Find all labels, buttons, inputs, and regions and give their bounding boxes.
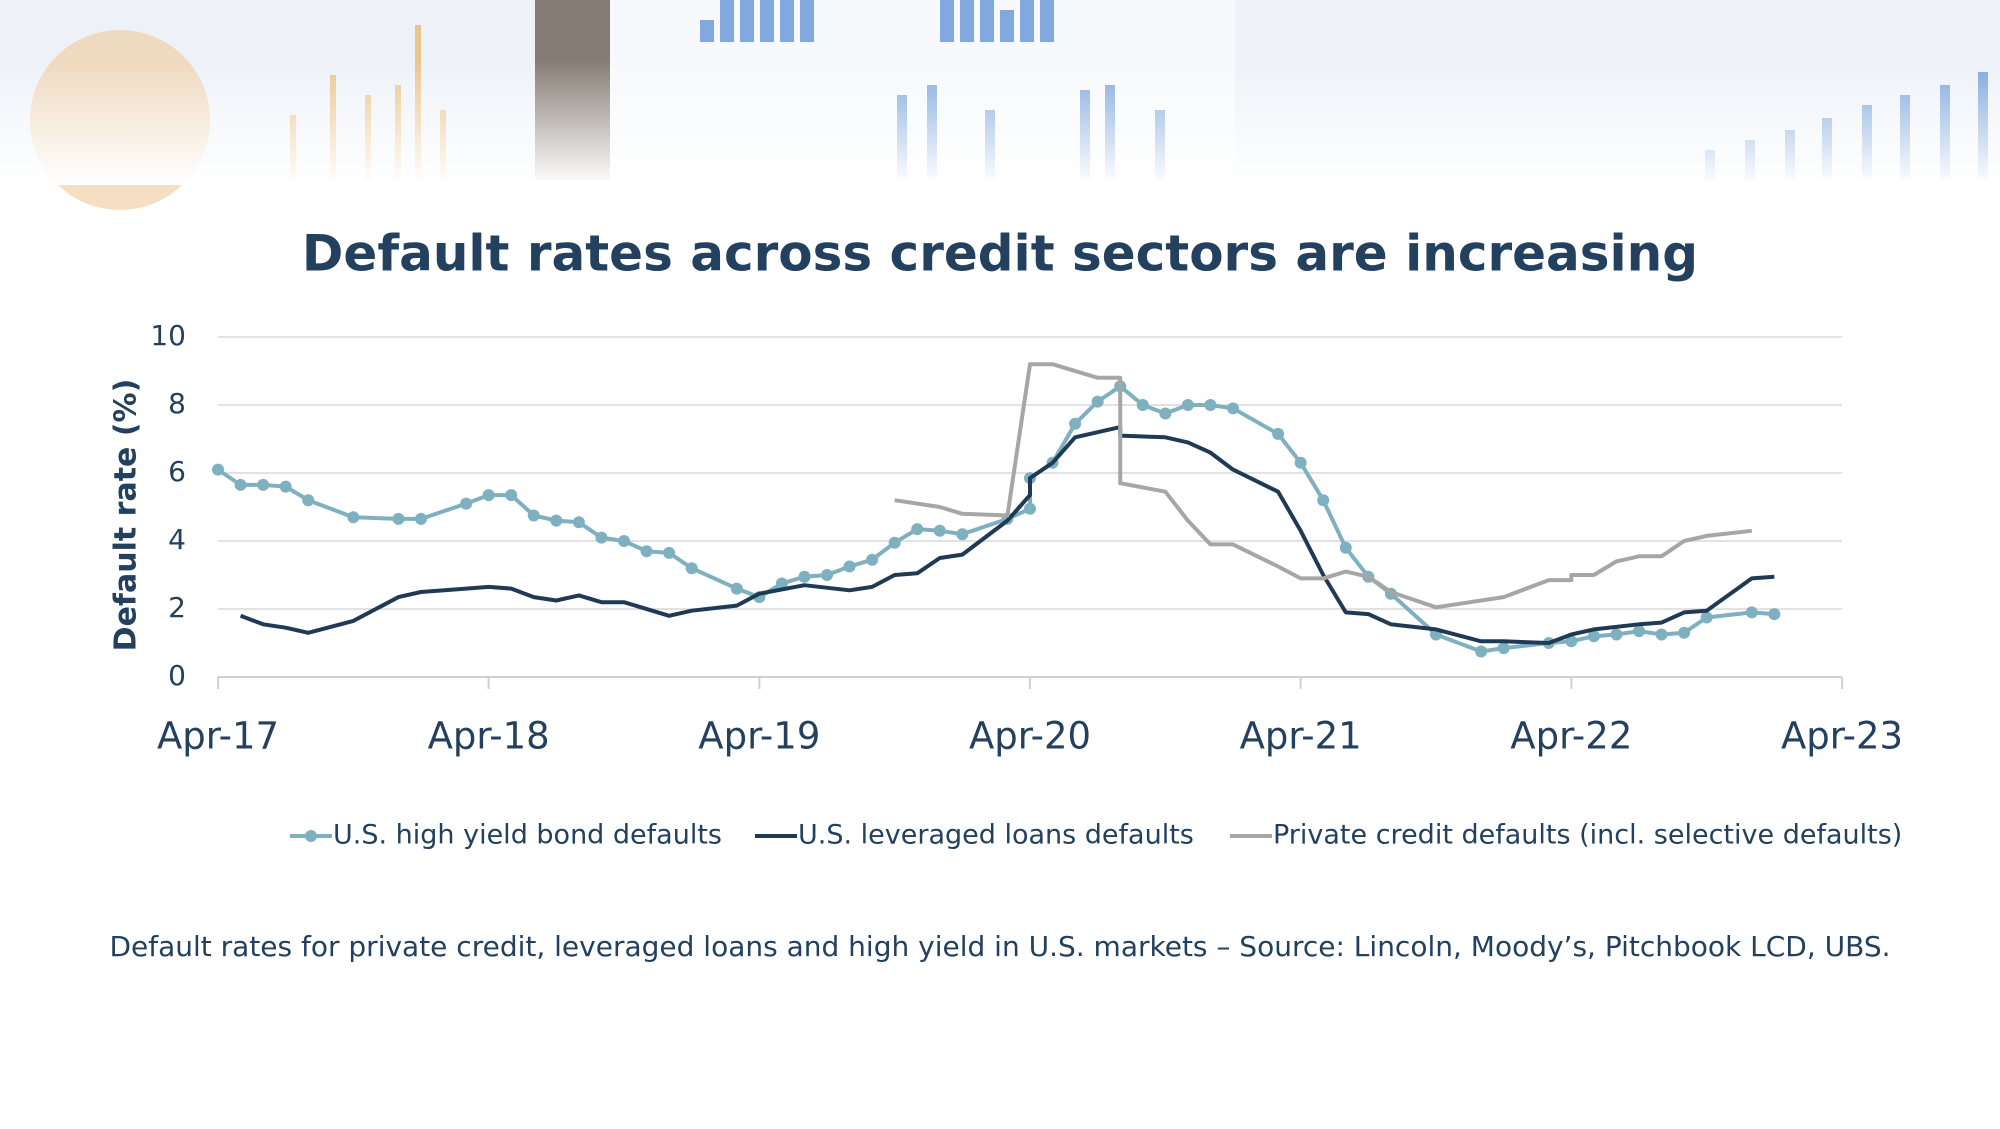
point [1227, 402, 1239, 415]
point [279, 480, 292, 493]
point [1610, 628, 1623, 641]
caption: Default rates for private credit, levera… [109, 930, 1890, 963]
y-tick-label: 4 [168, 523, 186, 556]
point [1091, 395, 1104, 408]
legend-label: U.S. leveraged loans defaults [798, 820, 1194, 851]
point [302, 494, 315, 507]
point [234, 478, 247, 491]
point [1700, 611, 1713, 624]
chart-title: Default rates across credit sectors are … [302, 225, 1698, 283]
point [1633, 625, 1645, 638]
point [843, 560, 856, 573]
point [595, 531, 608, 544]
point [505, 489, 518, 502]
y-tick-label: 2 [168, 591, 186, 624]
point [1475, 645, 1488, 658]
point [1587, 630, 1600, 643]
point [1745, 606, 1758, 619]
point [685, 562, 698, 575]
point [572, 516, 585, 529]
header-image [0, 0, 2000, 210]
point [1565, 635, 1578, 648]
series-line [894, 362, 1753, 610]
legend-marker [305, 830, 317, 842]
point [347, 511, 360, 524]
point [888, 536, 901, 549]
series-line [239, 425, 1775, 645]
x-tick-label: Apr-23 [1781, 715, 1903, 758]
point [257, 478, 270, 491]
point [1768, 608, 1781, 621]
point [775, 577, 788, 590]
y-axis-label: Default rate (%) [109, 379, 144, 652]
point [1317, 494, 1330, 507]
point [956, 528, 969, 541]
point [1294, 456, 1307, 469]
point [415, 512, 427, 525]
point [482, 489, 495, 502]
point [663, 546, 676, 559]
point [1159, 407, 1172, 420]
point [933, 524, 946, 537]
point [392, 512, 405, 525]
y-tick-label: 6 [168, 455, 186, 488]
point [1497, 642, 1510, 655]
x-tick-label: Apr-19 [698, 715, 820, 758]
legend-label: Private credit defaults (incl. selective… [1273, 820, 1902, 851]
x-tick-label: Apr-17 [157, 715, 279, 758]
point [550, 514, 563, 527]
y-tick-label: 10 [150, 319, 186, 352]
point [1136, 399, 1149, 411]
point [1069, 417, 1082, 430]
point [618, 535, 630, 547]
point [527, 509, 540, 522]
point [212, 463, 224, 476]
point [1181, 399, 1194, 411]
legend-label: U.S. high yield bond defaults [333, 820, 722, 851]
point [1339, 541, 1352, 554]
point [821, 569, 833, 581]
point [1204, 399, 1217, 411]
point [798, 570, 811, 583]
y-tick-label: 8 [168, 387, 186, 420]
x-tick-label: Apr-18 [428, 715, 550, 758]
point [911, 523, 924, 536]
point [1024, 502, 1036, 515]
point [640, 545, 653, 558]
series-line [216, 384, 1775, 654]
point [1272, 427, 1285, 440]
point [460, 497, 473, 510]
y-tick-label: 0 [168, 659, 186, 692]
x-tick-label: Apr-22 [1510, 715, 1632, 758]
point [866, 553, 879, 566]
point [1678, 626, 1691, 639]
x-tick-label: Apr-20 [969, 715, 1091, 758]
point [1655, 628, 1668, 641]
x-tick-label: Apr-21 [1240, 715, 1362, 758]
point [730, 582, 743, 595]
